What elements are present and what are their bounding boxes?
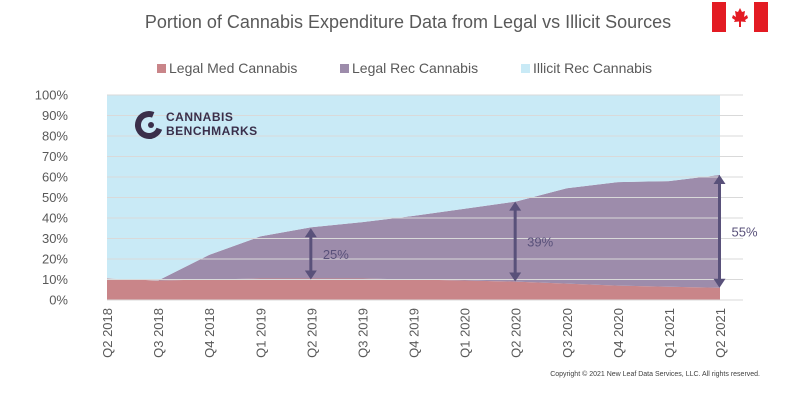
x-tick-label: Q3 2018 xyxy=(151,308,166,358)
x-tick-label: Q1 2019 xyxy=(253,308,268,358)
y-tick-label: 100% xyxy=(35,88,69,103)
area-legal-med-cannabis xyxy=(107,278,720,300)
x-tick-label: Q4 2019 xyxy=(407,308,422,358)
legend-swatch xyxy=(340,64,349,73)
y-tick-label: 30% xyxy=(42,231,68,246)
y-tick-label: 20% xyxy=(42,252,68,267)
annotation-label: 39% xyxy=(527,235,553,250)
y-tick-label: 80% xyxy=(42,129,68,144)
x-tick-label: Q3 2020 xyxy=(560,308,575,358)
y-tick-label: 40% xyxy=(42,211,68,226)
canada-flag-icon xyxy=(712,2,768,32)
annotation-label: 55% xyxy=(732,224,758,239)
chart-title: Portion of Cannabis Expenditure Data fro… xyxy=(145,12,671,32)
legend-swatch xyxy=(521,64,530,73)
logo-text-line-2: BENCHMARKS xyxy=(166,124,258,138)
annotations: 25% 39% 55% xyxy=(304,174,758,288)
plot-area: 0% 10% 20% 30% 40% 50% 60% 70% 80% 90% 100% Q2 201… xyxy=(35,88,758,358)
x-tick-label: Q3 2019 xyxy=(355,308,370,358)
x-tick-label: Q2 2019 xyxy=(304,308,319,358)
y-tick-label: 60% xyxy=(42,170,68,185)
y-tick-label: 70% xyxy=(42,149,68,164)
x-tick-label: Q2 2020 xyxy=(509,308,524,358)
x-tick-label: Q2 2021 xyxy=(713,308,728,358)
y-tick-label: 50% xyxy=(42,190,68,205)
annotation-arrow xyxy=(304,228,317,280)
y-tick-label: 10% xyxy=(42,272,68,287)
gridlines xyxy=(107,94,743,301)
legend-label: Legal Rec Cannabis xyxy=(352,60,478,76)
x-axis: Q2 2018 Q3 2018 Q4 2018 Q1 2019 Q2 2019 Q3 20… xyxy=(100,308,728,358)
annotation-arrow xyxy=(713,174,726,288)
x-tick-label: Q1 2021 xyxy=(662,308,677,358)
logo-text-line-1: CANNABIS xyxy=(166,110,233,124)
x-tick-label: Q2 2018 xyxy=(100,308,115,358)
y-tick-label: 90% xyxy=(42,108,68,123)
x-tick-label: Q4 2018 xyxy=(202,308,217,358)
annotation-arrow xyxy=(509,201,522,282)
legend-label: Legal Med Cannabis xyxy=(169,60,297,76)
y-tick-label: 0% xyxy=(49,293,68,308)
x-tick-label: Q4 2020 xyxy=(611,308,626,358)
x-tick-label: Q1 2020 xyxy=(458,308,473,358)
copyright-notice: Copyright © 2021 New Leaf Data Services,… xyxy=(550,370,760,378)
legend-swatch xyxy=(157,64,166,73)
legend-label: Illicit Rec Cannabis xyxy=(533,60,652,76)
annotation-label: 25% xyxy=(323,247,349,262)
legend: Legal Med Cannabis Legal Rec Cannabis Illi… xyxy=(157,60,652,76)
area-illicit-rec-cannabis xyxy=(107,95,720,281)
cannabis-benchmarks-logo: CANNABIS BENCHMARKS xyxy=(135,110,258,139)
y-axis: 0% 10% 20% 30% 40% 50% 60% 70% 80% 90% 100% xyxy=(35,88,69,308)
